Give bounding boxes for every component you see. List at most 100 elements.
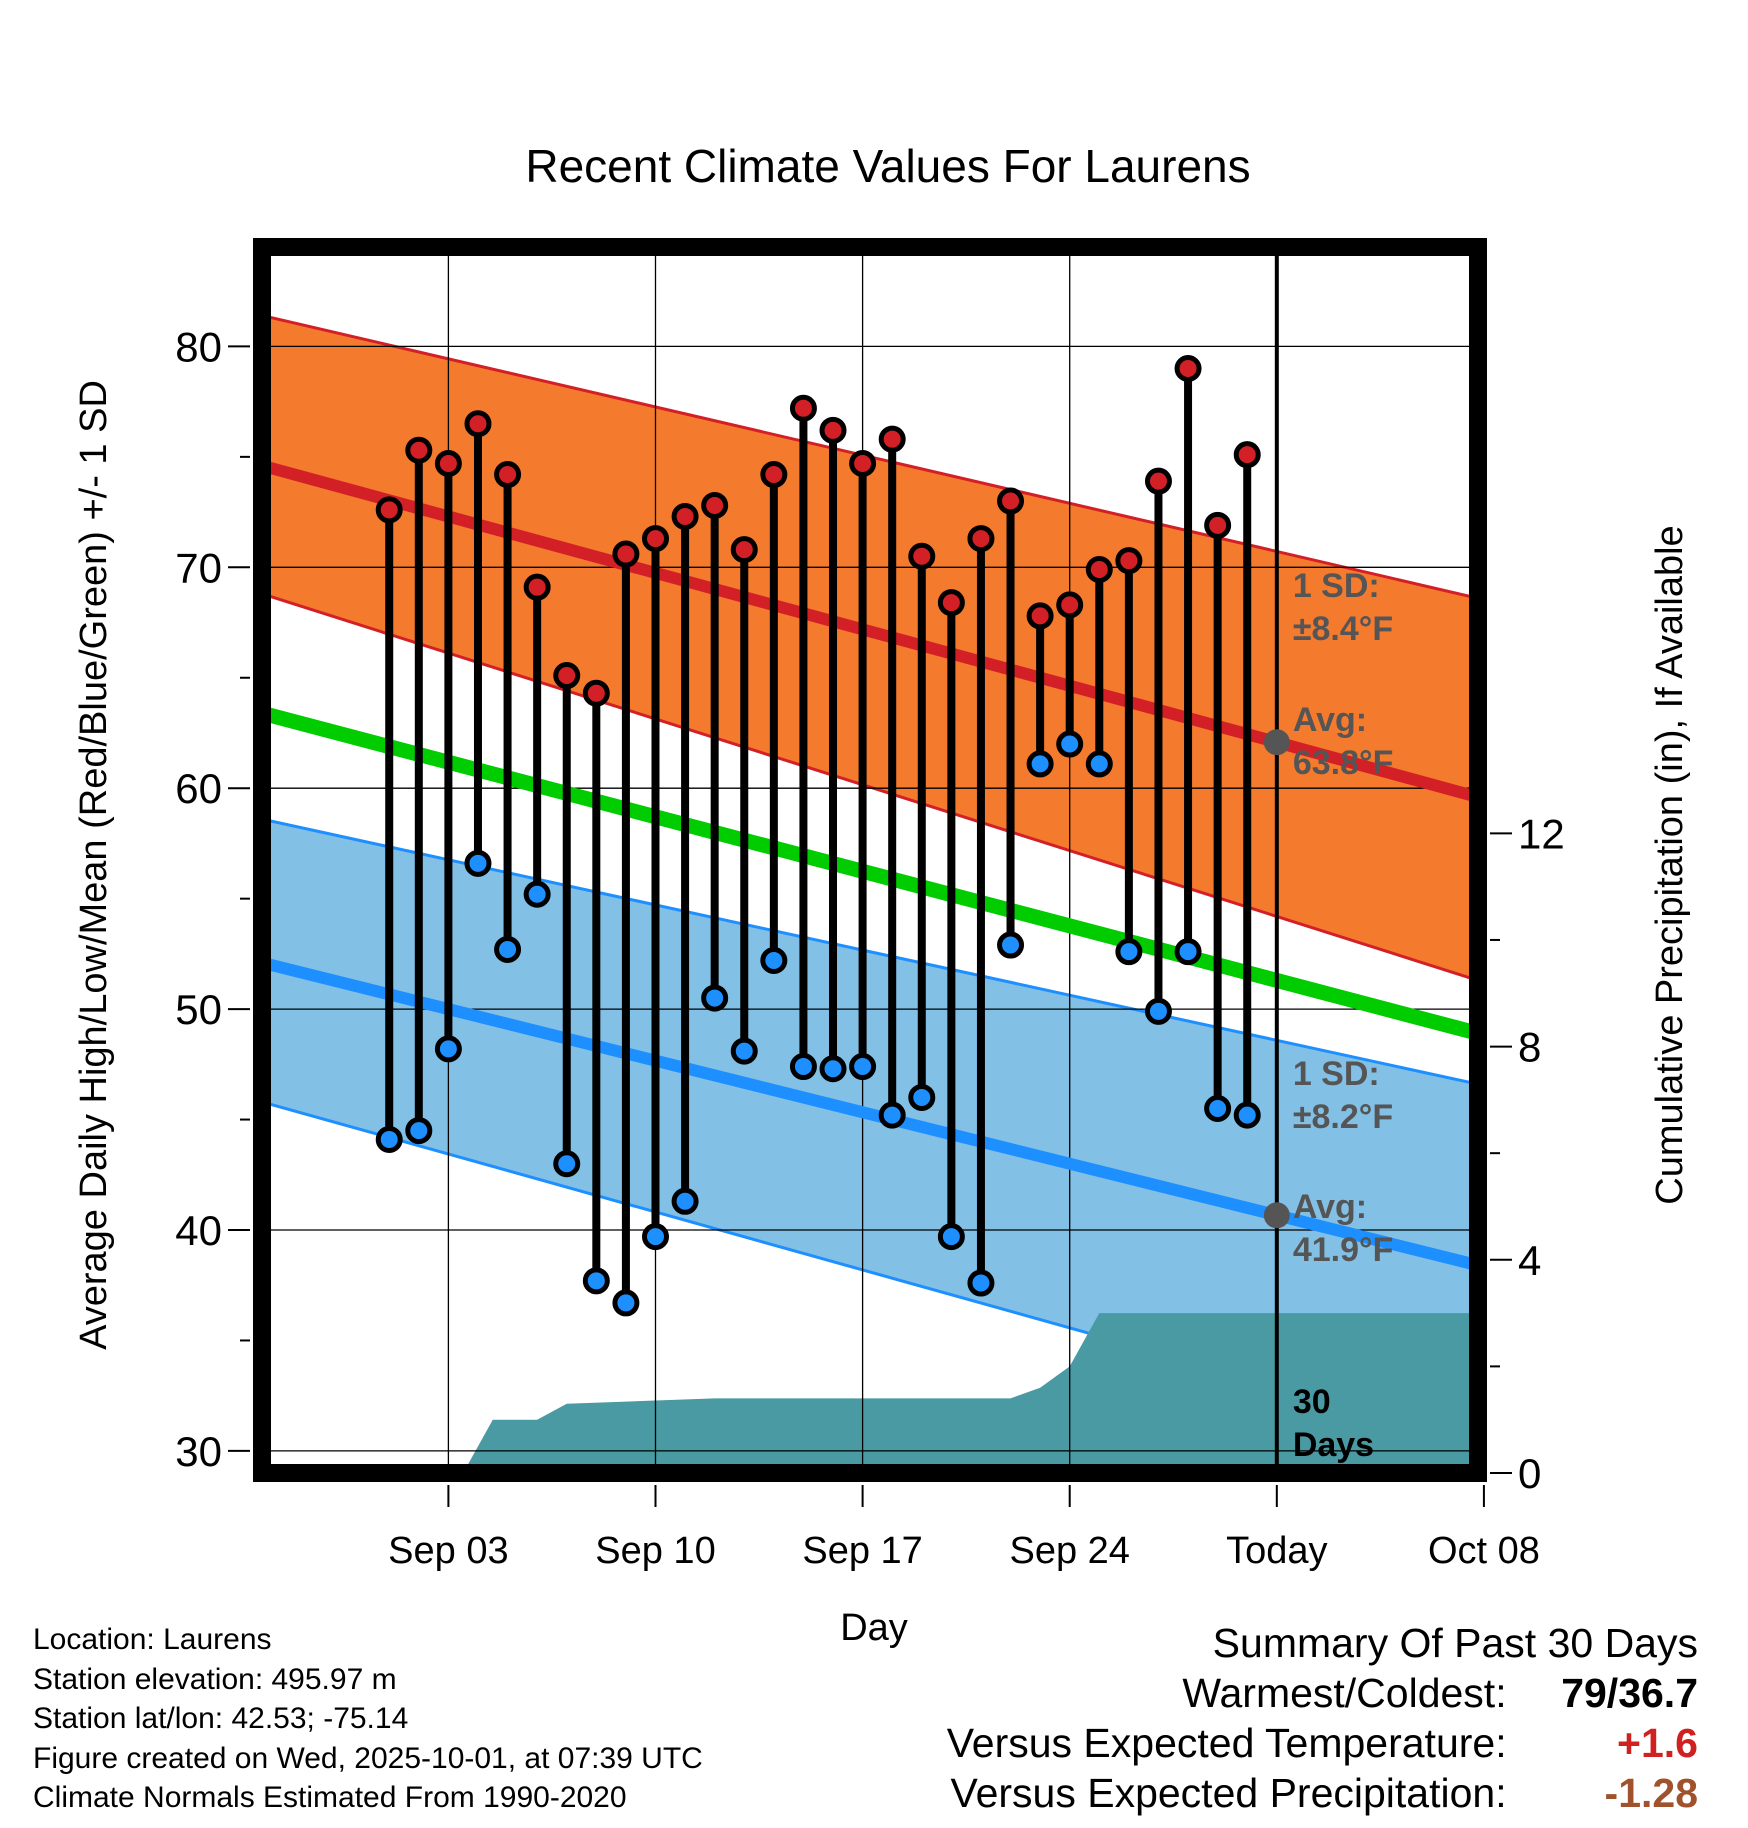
low-avg-label: Avg: bbox=[1293, 1188, 1367, 1226]
daily-high-point bbox=[819, 416, 847, 444]
elevation-text: Station elevation: 495.97 m bbox=[33, 1662, 397, 1696]
created-text: Figure created on Wed, 2025-10-01, at 07… bbox=[33, 1741, 703, 1775]
daily-high-point bbox=[701, 491, 729, 519]
summary-heading: Summary Of Past 30 Days bbox=[1212, 1620, 1698, 1666]
warmest-coldest-value: 79/36.7 bbox=[1561, 1670, 1698, 1716]
y2-tick-label: 12 bbox=[1518, 810, 1565, 857]
daily-high-point bbox=[1233, 441, 1261, 469]
daily-high-point bbox=[1204, 511, 1232, 539]
y-tick-label: 70 bbox=[175, 544, 222, 591]
plot-inner: 1 SD: ±8.4°F Avg: 63.8°F 1 SD: ±8.2°F Avg: 41.9… bbox=[262, 247, 1478, 1473]
location-text: Location: Laurens bbox=[33, 1623, 272, 1656]
warmest-coldest-label: Warmest/Coldest: bbox=[1182, 1670, 1507, 1716]
high-sd-band bbox=[262, 315, 1478, 981]
y2-axis-label: Cumulative Precipitation (in), If Availa… bbox=[1649, 525, 1691, 1204]
daily-low-point bbox=[730, 1037, 758, 1065]
daily-low-point bbox=[434, 1035, 462, 1063]
daily-low-point bbox=[1026, 750, 1054, 778]
x-tick-label: Sep 17 bbox=[802, 1530, 922, 1572]
x-axis-label: Day bbox=[840, 1607, 908, 1649]
temp-departure-row: Versus Expected Temperature: +1.6 bbox=[947, 1718, 1698, 1768]
daily-low-point bbox=[494, 935, 522, 963]
y-axis-label: Average Daily High/Low/Mean (Red/Blue/Gr… bbox=[73, 380, 115, 1350]
daily-low-point bbox=[997, 931, 1025, 959]
y-tick-label: 80 bbox=[175, 323, 222, 370]
daily-low-point bbox=[1174, 938, 1202, 966]
daily-low-point bbox=[967, 1269, 995, 1297]
low-sd-label: 1 SD: bbox=[1293, 1055, 1380, 1093]
daily-high-point bbox=[405, 436, 433, 464]
x-tick-label: Sep 10 bbox=[595, 1530, 715, 1572]
daily-low-point bbox=[878, 1101, 906, 1129]
daily-low-point bbox=[849, 1053, 877, 1081]
daily-high-point bbox=[1174, 354, 1202, 382]
daily-high-point bbox=[730, 536, 758, 564]
y-tick-label: 30 bbox=[175, 1428, 222, 1475]
low-sd-value: ±8.2°F bbox=[1293, 1098, 1393, 1136]
days-word-label: Days bbox=[1293, 1426, 1374, 1464]
daily-high-point bbox=[671, 502, 699, 530]
daily-high-point bbox=[789, 394, 817, 422]
normals-text: Climate Normals Estimated From 1990-2020 bbox=[33, 1781, 627, 1814]
daily-low-point bbox=[1204, 1095, 1232, 1123]
high-sd-value: ±8.4°F bbox=[1293, 610, 1393, 648]
daily-low-point bbox=[937, 1223, 965, 1251]
daily-high-point bbox=[937, 589, 965, 617]
temp-departure-value: +1.6 bbox=[1617, 1720, 1698, 1766]
daily-low-point bbox=[908, 1083, 936, 1111]
y-tick-label: 40 bbox=[175, 1207, 222, 1254]
daily-low-point bbox=[405, 1117, 433, 1145]
y2-tick-label: 0 bbox=[1518, 1450, 1541, 1497]
high-avg-value: 63.8°F bbox=[1293, 744, 1394, 782]
precip-departure-value: -1.28 bbox=[1604, 1770, 1698, 1816]
y2-tick-label: 4 bbox=[1518, 1237, 1541, 1284]
daily-low-point bbox=[760, 947, 788, 975]
daily-low-point bbox=[819, 1055, 847, 1083]
precip-departure-label: Versus Expected Precipitation: bbox=[950, 1770, 1507, 1816]
daily-low-point bbox=[523, 880, 551, 908]
daily-low-point bbox=[1085, 750, 1113, 778]
station-info: Location: Laurens Station elevation: 495… bbox=[33, 1620, 703, 1818]
daily-high-point bbox=[1144, 467, 1172, 495]
daily-low-point bbox=[1056, 730, 1084, 758]
daily-high-point bbox=[1026, 602, 1054, 630]
temp-departure-label: Versus Expected Temperature: bbox=[946, 1720, 1507, 1766]
high-avg-label: Avg: bbox=[1293, 701, 1367, 739]
daily-high-point bbox=[967, 525, 995, 553]
daily-high-point bbox=[464, 410, 492, 438]
x-tick-label: Sep 03 bbox=[388, 1530, 508, 1572]
daily-high-point bbox=[553, 662, 581, 690]
chart-title: Recent Climate Values For Laurens bbox=[525, 140, 1250, 192]
daily-high-point bbox=[878, 425, 906, 453]
daily-low-point bbox=[701, 984, 729, 1012]
daily-high-point bbox=[1085, 556, 1113, 584]
daily-low-point bbox=[612, 1289, 640, 1317]
daily-high-point bbox=[612, 540, 640, 568]
latlon-text: Station lat/lon: 42.53; -75.14 bbox=[33, 1702, 409, 1735]
daily-high-point bbox=[1115, 547, 1143, 575]
daily-high-point bbox=[760, 461, 788, 489]
daily-low-point bbox=[641, 1223, 669, 1251]
daily-low-point bbox=[375, 1125, 403, 1153]
daily-high-point bbox=[641, 525, 669, 553]
precip-area bbox=[262, 1313, 1478, 1473]
y-tick-label: 50 bbox=[175, 986, 222, 1033]
daily-high-point bbox=[434, 449, 462, 477]
plot-area: 1 SD: ±8.4°F Avg: 63.8°F 1 SD: ±8.2°F Avg: 41.9… bbox=[175, 238, 1565, 1572]
daily-high-point bbox=[908, 542, 936, 570]
y2-tick-label: 8 bbox=[1518, 1024, 1541, 1071]
y-tick-label: 60 bbox=[175, 765, 222, 812]
daily-low-point bbox=[464, 849, 492, 877]
x-tick-label: Oct 08 bbox=[1428, 1530, 1540, 1572]
low-avg-value: 41.9°F bbox=[1293, 1231, 1394, 1269]
days-count-label: 30 bbox=[1293, 1383, 1331, 1421]
today-avg-high-marker bbox=[1263, 729, 1290, 756]
daily-low-point bbox=[671, 1187, 699, 1215]
daily-high-point bbox=[582, 679, 610, 707]
daily-low-point bbox=[789, 1053, 817, 1081]
high-sd-label: 1 SD: bbox=[1293, 567, 1380, 605]
warmest-coldest-row: Warmest/Coldest: 79/36.7 bbox=[947, 1668, 1698, 1718]
precip-departure-row: Versus Expected Precipitation: -1.28 bbox=[947, 1768, 1699, 1818]
plot-frame bbox=[253, 238, 1487, 1482]
